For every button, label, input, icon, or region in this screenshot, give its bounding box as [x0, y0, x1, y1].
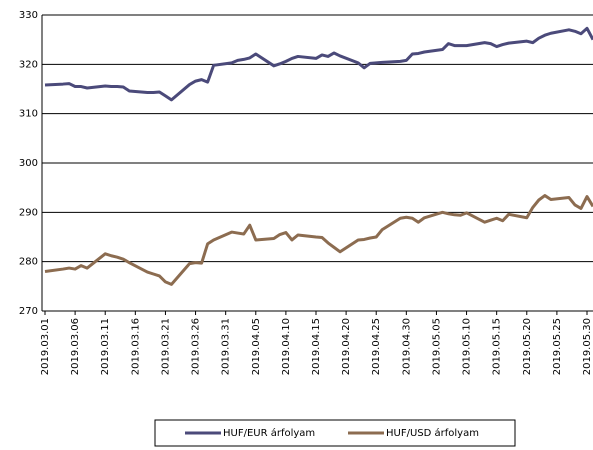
- x-tick-label: 2019.04.15: [311, 318, 322, 375]
- y-tick-label: 330: [19, 10, 38, 21]
- x-tick-label: 2019.05.25: [552, 318, 563, 375]
- y-tick-label: 310: [19, 109, 38, 120]
- y-tick-label: 300: [19, 158, 38, 169]
- x-tick-label: 2019.05.10: [462, 318, 473, 375]
- x-tick-label: 2019.04.30: [401, 318, 412, 375]
- x-tick-label: 2019.03.11: [100, 318, 111, 375]
- x-tick-label: 2019.04.10: [281, 318, 292, 375]
- y-tick-label: 270: [19, 306, 38, 317]
- series-line: [44, 194, 593, 286]
- x-tick-label: 2019.05.15: [492, 318, 503, 375]
- x-tick-label: 2019.05.05: [431, 318, 442, 375]
- x-tick-label: 2019.04.05: [251, 318, 262, 375]
- y-tick-label: 280: [19, 257, 38, 268]
- x-tick-label: 2019.03.31: [221, 318, 232, 375]
- legend-label: HUF/USD árfolyam: [386, 427, 479, 439]
- y-tick-label: 320: [19, 59, 38, 70]
- y-tick-label: 290: [19, 207, 38, 218]
- x-tick-label: 2019.03.26: [191, 318, 202, 375]
- x-tick-label: 2019.05.30: [582, 318, 593, 375]
- series-line: [44, 26, 593, 102]
- x-tick-label: 2019.04.25: [371, 318, 382, 375]
- x-tick-label: 2019.05.20: [522, 318, 533, 375]
- x-tick-label: 2019.03.16: [130, 318, 141, 375]
- x-tick-label: 2019.03.21: [160, 318, 171, 375]
- x-tick-label: 2019.03.01: [40, 318, 51, 375]
- x-tick-label: 2019.03.06: [70, 318, 81, 375]
- legend-label: HUF/EUR árfolyam: [223, 427, 315, 439]
- x-tick-label: 2019.04.20: [341, 318, 352, 375]
